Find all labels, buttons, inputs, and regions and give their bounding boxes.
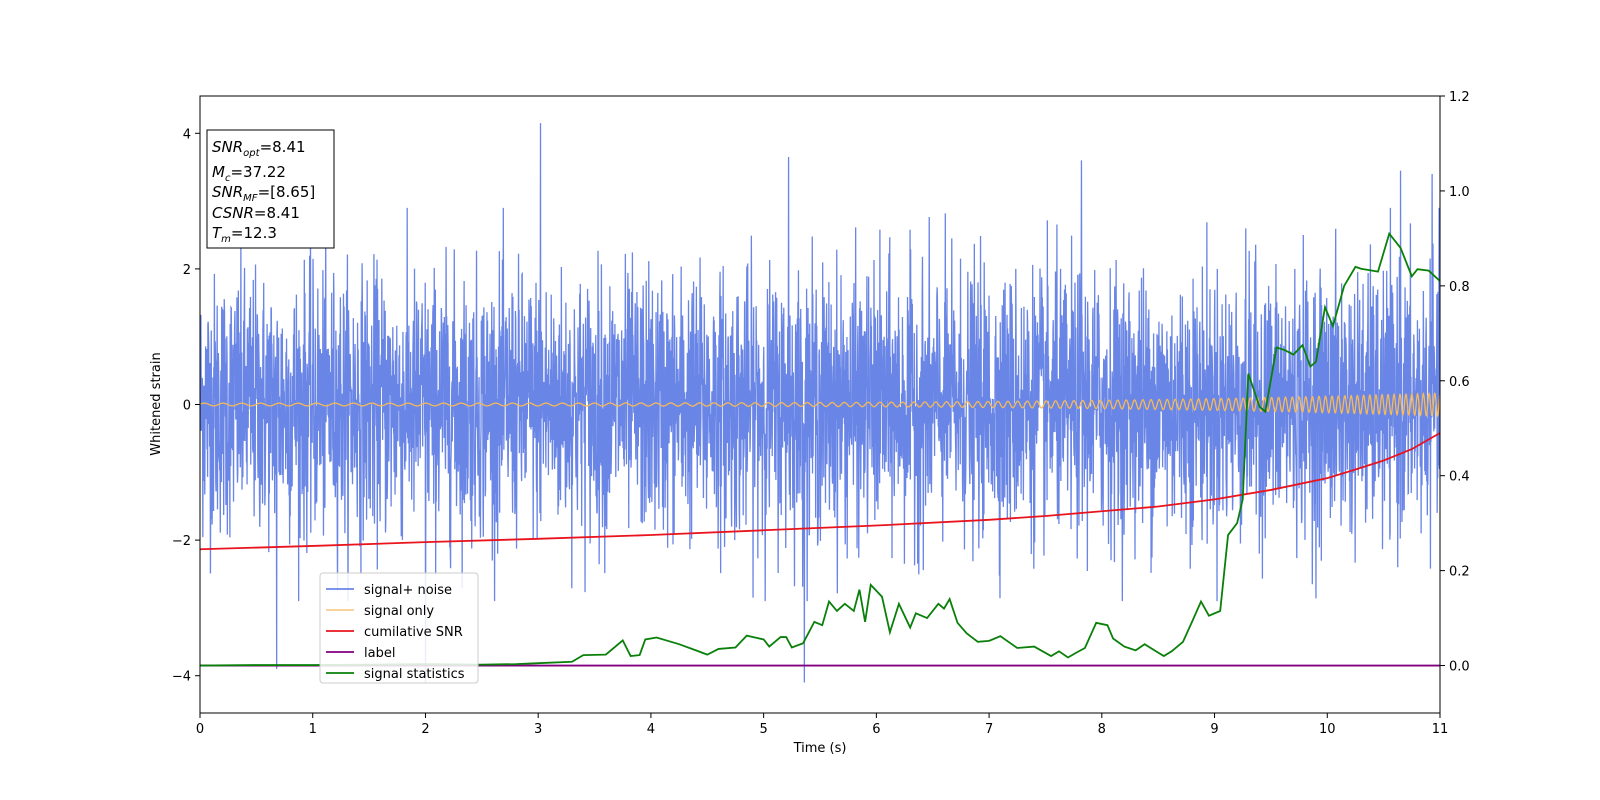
signal-only-line <box>200 392 1440 418</box>
x-tick-label: 0 <box>196 722 204 737</box>
right-y-axis-ticks: 0.0 0.2 0.4 0.6 0.8 1.0 1.2 <box>1440 90 1470 675</box>
cumulative-snr-line <box>200 432 1440 551</box>
right-y-tick-label: 0.8 <box>1449 280 1470 295</box>
legend-label-stats: signal statistics <box>364 667 465 682</box>
signal-statistics-line <box>200 231 1440 667</box>
snr-opt-line: SNRopt=8.41 <box>212 138 306 159</box>
info-box: SNRopt=8.41 Mc=37.22 SNRMF=[8.65] CSNR=8… <box>206 129 335 249</box>
x-tick-label: 9 <box>1210 722 1218 737</box>
x-tick-label: 7 <box>985 722 993 737</box>
left-y-tick-label: −2 <box>172 534 191 549</box>
x-tick-label: 8 <box>1098 722 1106 737</box>
right-y-tick-label: 0.0 <box>1449 660 1470 675</box>
snr-mf-line: SNRMF=[8.65] <box>212 183 315 204</box>
legend-label-signal: signal only <box>364 604 434 619</box>
csnr-line-text: CSNR=8.41 <box>212 204 300 222</box>
legend-label-noise: signal+ noise <box>364 583 452 598</box>
right-y-tick-label: 1.2 <box>1449 90 1470 105</box>
tm-line: Tm=12.3 <box>212 224 277 245</box>
x-axis-label: Time (s) <box>793 741 847 756</box>
x-tick-label: 1 <box>309 722 317 737</box>
right-y-tick-label: 0.6 <box>1449 375 1470 390</box>
legend: signal+ noise signal only cumilative SNR la… <box>319 572 479 684</box>
right-y-tick-label: 1.0 <box>1449 185 1470 200</box>
x-tick-label: 6 <box>872 722 880 737</box>
legend-label-label: label <box>364 646 395 661</box>
left-y-tick-label: 2 <box>183 263 191 278</box>
x-tick-label: 4 <box>647 722 655 737</box>
x-tick-label: 2 <box>421 722 429 737</box>
y-axis-label: Whitened strain <box>149 352 164 455</box>
left-y-tick-label: 0 <box>183 399 191 414</box>
x-tick-label: 5 <box>759 722 767 737</box>
left-y-tick-label: −4 <box>172 670 191 685</box>
x-tick-label: 10 <box>1319 722 1336 737</box>
mc-line: Mc=37.22 <box>212 163 286 184</box>
right-y-tick-label: 0.4 <box>1449 470 1470 485</box>
x-tick-label: 11 <box>1432 722 1449 737</box>
signal-plus-noise-line <box>200 123 1440 683</box>
left-y-tick-label: 4 <box>183 127 191 142</box>
x-axis-ticks: 0 1 2 3 4 5 6 7 8 9 10 11 <box>196 713 1448 737</box>
left-y-axis-ticks: −4 −2 0 2 4 <box>172 127 200 685</box>
legend-label-csnr: cumilative SNR <box>364 625 463 640</box>
x-tick-label: 3 <box>534 722 542 737</box>
right-y-tick-label: 0.2 <box>1449 565 1470 580</box>
